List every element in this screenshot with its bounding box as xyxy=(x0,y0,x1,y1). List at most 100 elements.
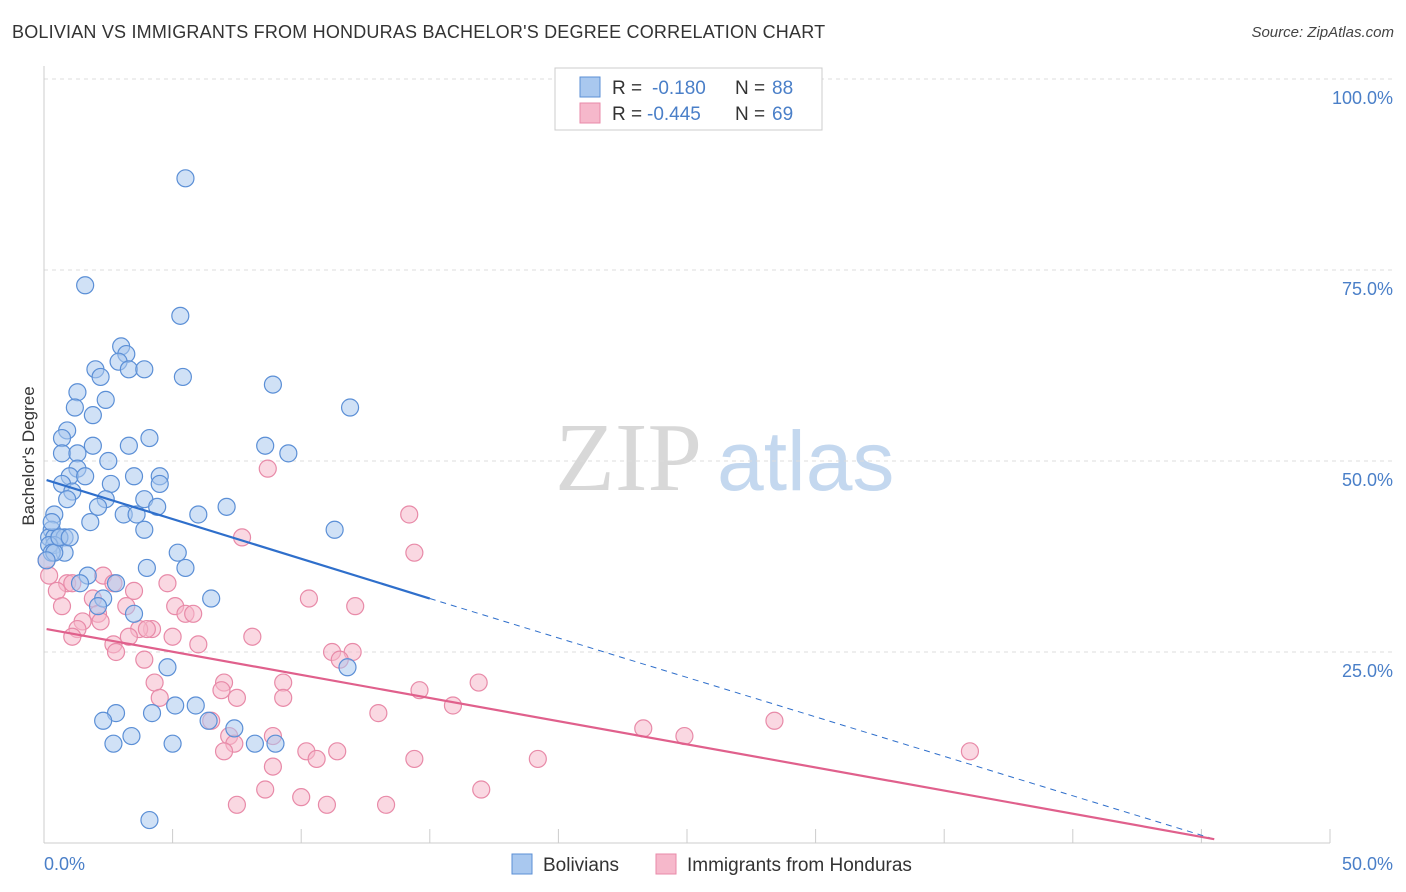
honduras-point-70 xyxy=(376,795,396,814)
honduras-point-28 xyxy=(163,627,182,646)
trend-line-honduras xyxy=(46,627,1215,841)
bolivians-point-11 xyxy=(263,375,283,394)
bolivians-point-69 xyxy=(158,658,177,677)
bottom-legend: Bolivians Immigrants from Honduras xyxy=(511,853,912,876)
bolivians-point-9 xyxy=(173,367,192,387)
bolivians-point-14 xyxy=(340,398,360,417)
bolivians-point-79 xyxy=(245,734,265,753)
x-tick-label-min: 0.0% xyxy=(44,854,85,874)
source-label: Source: ZipAtlas.com xyxy=(1251,24,1394,41)
bolivians-point-74 xyxy=(225,719,244,738)
watermark-zip: ZIP xyxy=(555,404,702,512)
honduras-point-7 xyxy=(405,543,424,562)
bottom-legend-swatch-pink xyxy=(655,853,677,875)
legend-n-value-1: 88 xyxy=(772,78,793,99)
y-axis-title: Bachelor's Degree xyxy=(19,386,38,525)
honduras-point-15 xyxy=(52,597,72,616)
honduras-point-18 xyxy=(346,597,365,616)
bolivians-point-64 xyxy=(202,589,221,608)
honduras-point-3 xyxy=(47,581,66,600)
bolivians-point-84 xyxy=(37,551,56,570)
honduras-point-36 xyxy=(106,642,126,662)
bolivians-point-21 xyxy=(83,436,102,455)
bolivians-point-62 xyxy=(106,574,126,593)
honduras-point-59 xyxy=(214,742,234,761)
honduras-point-58 xyxy=(328,742,347,761)
honduras-point-63 xyxy=(307,749,326,769)
series-bolivians-points xyxy=(37,169,360,830)
bolivians-point-75 xyxy=(122,726,141,746)
trend-line-bolivians xyxy=(46,479,431,600)
series-honduras-points xyxy=(37,459,980,814)
bolivians-point-12 xyxy=(68,383,87,402)
bolivians-point-40 xyxy=(88,497,108,516)
bolivians-point-67 xyxy=(124,604,144,623)
bolivians-point-23 xyxy=(52,444,72,463)
honduras-point-49 xyxy=(369,704,388,723)
legend-swatch-pink xyxy=(579,102,601,124)
bolivians-point-66 xyxy=(88,597,108,616)
bolivians-point-71 xyxy=(142,704,162,723)
honduras-point-47 xyxy=(274,688,293,707)
honduras-point-43 xyxy=(212,681,231,700)
x-tick-label-max: 50.0% xyxy=(1342,854,1393,874)
honduras-point-42 xyxy=(145,673,164,692)
honduras-point-46 xyxy=(227,688,246,707)
honduras-point-68 xyxy=(227,795,246,814)
honduras-point-29 xyxy=(243,627,262,646)
bolivians-point-48 xyxy=(135,520,154,539)
bolivians-point-25 xyxy=(279,444,298,463)
bolivians-point-39 xyxy=(217,497,236,516)
bolivians-point-68 xyxy=(338,658,357,677)
honduras-point-60 xyxy=(960,742,980,761)
bolivians-point-19 xyxy=(140,428,159,448)
bolivians-point-63 xyxy=(70,574,90,593)
bolivians-point-44 xyxy=(189,505,208,524)
honduras-point-14 xyxy=(299,589,319,608)
bolivians-point-15 xyxy=(65,398,84,417)
y-tick-label-50: 50.0% xyxy=(1342,470,1393,490)
bottom-legend-label-honduras: Immigrants from Honduras xyxy=(687,855,912,876)
bolivians-point-38 xyxy=(58,490,77,509)
honduras-point-20 xyxy=(184,604,203,623)
honduras-point-65 xyxy=(472,780,491,799)
bolivians-point-56 xyxy=(168,543,187,562)
y-tick-labels: 25.0% 50.0% 75.0% 100.0% xyxy=(1332,88,1393,681)
legend-box: R = -0.180 N = 88 R = -0.445 N = 69 xyxy=(554,67,823,131)
legend-n-label-2: N = xyxy=(735,104,765,125)
honduras-point-33 xyxy=(189,635,208,654)
legend-swatch-blue xyxy=(579,76,601,98)
honduras-point-31 xyxy=(63,627,82,646)
grid xyxy=(44,78,1393,653)
legend-r-value-2: -0.445 xyxy=(647,104,701,125)
bottom-legend-label-bolivians: Bolivians xyxy=(543,855,619,876)
honduras-point-64 xyxy=(263,757,283,776)
bolivians-point-83 xyxy=(60,528,79,547)
honduras-point-23 xyxy=(91,612,110,631)
bolivians-point-20 xyxy=(256,436,275,455)
honduras-point-61 xyxy=(528,749,547,769)
honduras-point-5 xyxy=(400,505,419,524)
bolivians-point-1 xyxy=(76,276,95,295)
bolivians-point-26 xyxy=(99,451,118,471)
honduras-point-30 xyxy=(119,627,138,646)
bolivians-point-77 xyxy=(266,734,285,753)
honduras-point-1 xyxy=(40,566,59,585)
axes xyxy=(43,66,1331,844)
bolivians-point-49 xyxy=(325,520,344,539)
honduras-point-69 xyxy=(317,795,337,814)
bolivians-point-86 xyxy=(186,696,205,715)
bolivians-point-59 xyxy=(176,558,195,578)
bolivians-point-10 xyxy=(91,367,110,387)
legend-r-value-1: -0.180 xyxy=(652,78,706,99)
bolivians-point-87 xyxy=(166,696,185,715)
honduras-point-27 xyxy=(137,619,156,639)
honduras-point-12 xyxy=(124,581,144,600)
y-tick-label-75: 75.0% xyxy=(1342,279,1393,299)
bolivians-point-72 xyxy=(94,711,113,730)
honduras-point-39 xyxy=(274,673,293,692)
legend-r-label-1: R = xyxy=(612,78,642,99)
bolivians-point-73 xyxy=(199,711,218,730)
bolivians-point-16 xyxy=(83,406,102,425)
